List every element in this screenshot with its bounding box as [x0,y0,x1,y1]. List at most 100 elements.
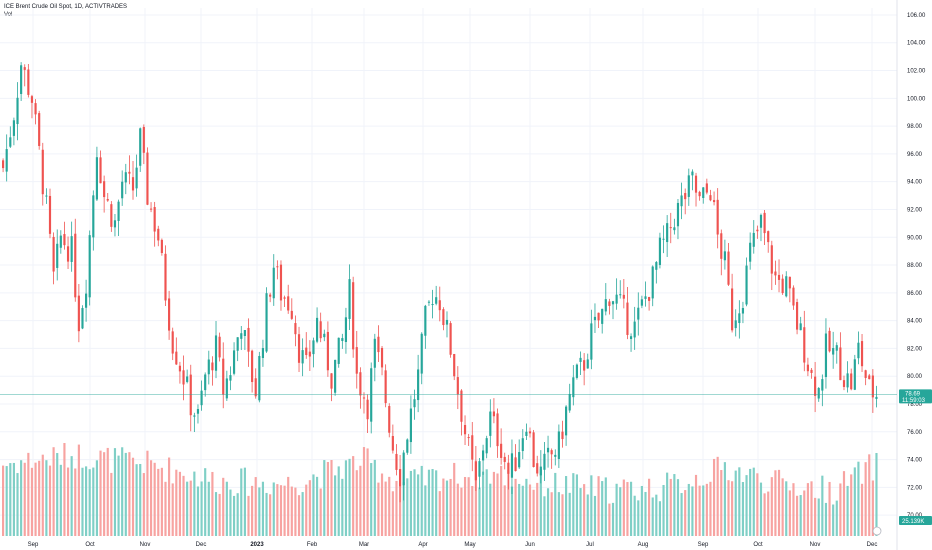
volume-bar [301,492,304,536]
volume-bar [857,461,860,536]
candle-body [142,126,145,153]
volume-bar [482,471,485,536]
candle-body [763,212,766,234]
candle-body [586,359,589,369]
volume-bar [175,469,178,536]
candle-body [669,227,672,229]
volume-bar [45,460,48,536]
candle-body [500,443,503,458]
candle-body [561,431,564,440]
volume-bar [193,471,196,536]
candle-body [413,399,416,408]
candle-body [554,454,557,457]
volume-bar [532,489,535,536]
volume-bar [500,465,503,536]
candle-body [186,376,189,382]
candle-body [153,207,156,232]
volume-bar [622,479,625,536]
candle-body [402,452,405,486]
x-tick-label: Jun [525,542,535,548]
volume-bar [380,473,384,536]
candle-body [330,373,333,389]
candle-body [770,245,773,274]
volume-bar [640,485,643,536]
volume-bar [756,473,759,536]
candle-body [218,336,221,358]
candle-body [157,228,160,241]
candle-body [312,340,315,355]
candle-body [207,359,210,375]
candle-body [785,276,788,297]
x-tick-label: Apr [418,542,427,548]
volume-bar [38,460,41,536]
volume-bar [2,465,5,536]
volume-bar [222,477,225,536]
volume-bar [543,496,546,536]
candle-body [362,397,366,399]
volume-bar [117,455,120,536]
y-tick-label: 90.00 [907,235,923,241]
candle-body [814,376,817,396]
candle-body [305,347,308,356]
x-tick-label: Dec [867,542,878,548]
volume-bar [702,485,705,536]
price-axis[interactable]: 106.00 104.00 102.00 100.00 98.00 96.00 94.00 9… [907,13,926,519]
volume-bars [2,443,878,536]
candle-body [510,453,514,478]
candle-body [128,171,131,174]
candle-body [409,408,412,443]
y-tick-label: 98.00 [907,124,923,130]
volume-bar [153,462,156,536]
candle-body [240,333,243,339]
volume-bar [467,477,470,536]
candle-body [723,251,726,261]
candle-body [424,305,427,336]
x-tick-label: Sep [28,542,39,548]
candle-body [752,232,755,247]
candle-body [626,302,629,335]
candle-body [359,372,362,396]
volume-bar [842,471,846,536]
candle-body [352,282,355,350]
volume-bar [135,464,138,536]
candle-body [528,431,532,434]
volume-bar [106,447,109,536]
volume-bar [684,490,687,536]
candle-body [604,299,607,312]
candle-body [193,415,196,417]
volume-bar [795,495,799,536]
candle-body [146,152,149,205]
volume-bar [518,483,521,536]
candle-body [774,271,777,276]
candle-body [536,463,539,474]
candle-body [759,214,763,228]
candle-body [449,323,452,355]
candle-body [294,323,297,335]
volume-bar [348,458,351,536]
volume-bar [41,454,44,536]
volume-bar [759,482,763,536]
time-axis[interactable]: Sep Oct Nov Dec 2023 Feb Mar Apr May Jun Jul Aug Sep… [28,542,878,548]
volume-bar [799,495,802,536]
candle-body [38,113,41,146]
candle-body [211,362,214,371]
y-tick-label: 86.00 [907,291,923,297]
volume-bar [427,469,431,536]
volume-bar [92,467,95,536]
candle-body [608,301,611,306]
volume-badge [899,516,932,525]
volume-bar [377,482,380,536]
volume-bar [449,478,452,536]
volume-bar [66,467,70,536]
volume-bar [597,476,600,536]
candles [2,62,878,503]
candle-body [48,195,52,234]
candle-body [474,461,477,481]
candle-body [12,120,15,136]
candle-body [301,350,304,364]
volume-bar [225,481,228,536]
candle-body [568,393,571,411]
candle-body [741,308,745,314]
candle-body [52,236,55,272]
